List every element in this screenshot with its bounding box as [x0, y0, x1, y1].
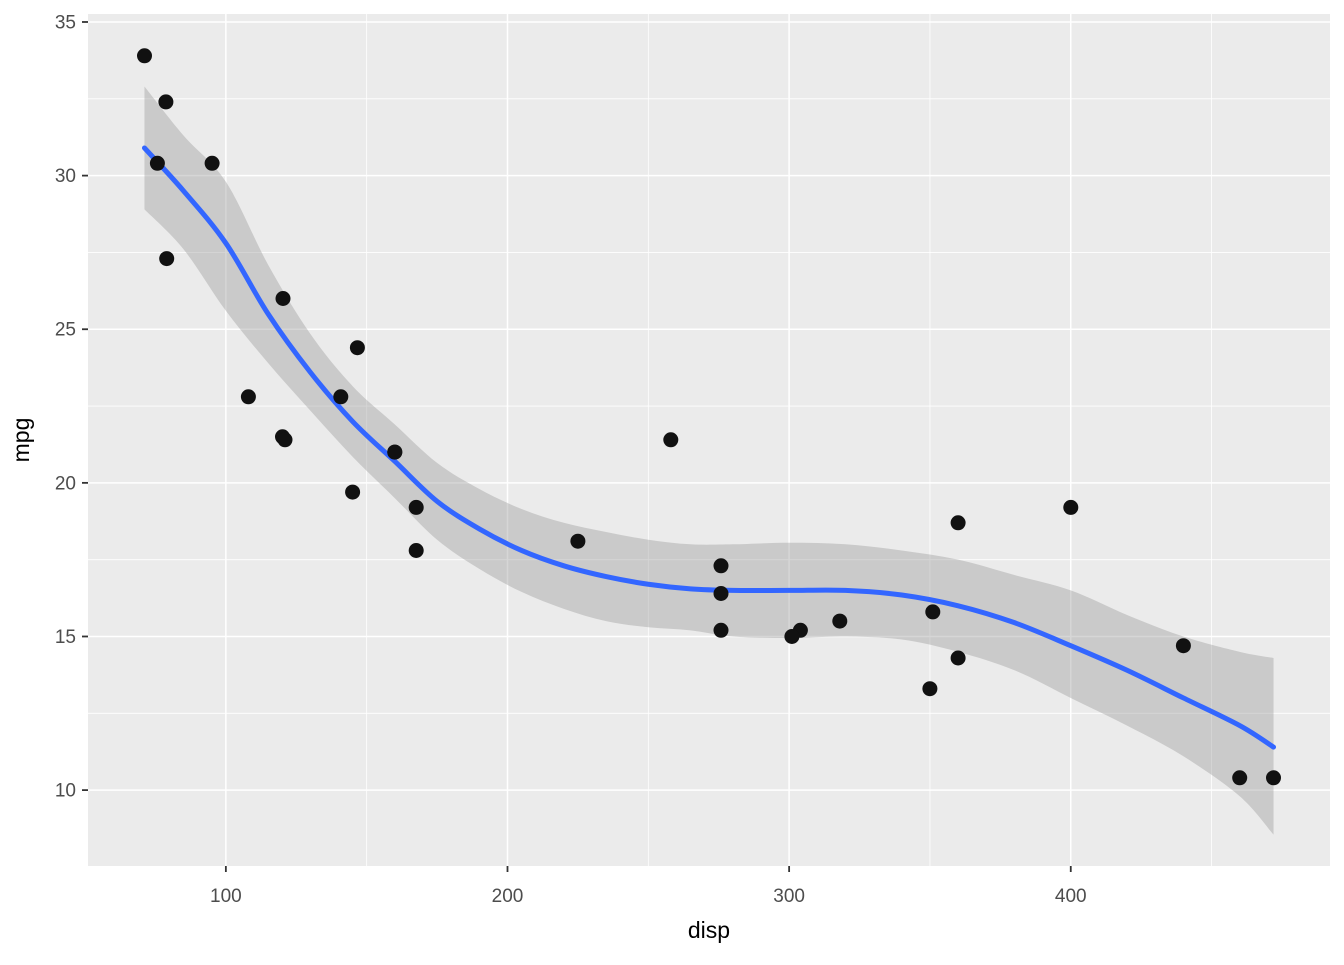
data-point — [570, 533, 586, 549]
data-point — [713, 558, 729, 574]
smooth-line — [141, 145, 1277, 750]
x-tick-label: 200 — [492, 886, 524, 907]
data-point — [275, 291, 291, 306]
data-point — [1266, 770, 1281, 786]
data-point — [950, 515, 966, 531]
data-point — [333, 389, 349, 405]
data-point — [408, 499, 424, 515]
data-point — [1232, 770, 1248, 786]
data-point — [925, 604, 941, 620]
x-axis-ticks: 100 200 300 400 — [210, 866, 1087, 907]
data-point — [408, 543, 424, 558]
data-point — [1063, 499, 1079, 515]
data-point — [240, 389, 256, 405]
data-point — [149, 155, 165, 171]
data-point — [159, 251, 175, 267]
data-point — [349, 340, 365, 356]
data-point — [277, 432, 293, 448]
x-tick-label: 300 — [773, 886, 805, 907]
data-point — [158, 94, 174, 110]
data-point — [137, 48, 152, 64]
y-tick-label: 25 — [55, 320, 76, 341]
y-tick-label: 15 — [55, 627, 76, 648]
x-tick-label: 400 — [1055, 886, 1087, 907]
grid-major — [88, 14, 1330, 866]
y-tick-label: 20 — [55, 473, 76, 494]
data-point — [345, 484, 361, 500]
data-point — [1175, 638, 1191, 654]
y-tick-label: 35 — [55, 12, 76, 33]
data-points — [137, 48, 1281, 786]
y-axis-ticks: 10 15 20 25 30 35 — [55, 12, 88, 802]
y-tick-label: 10 — [55, 781, 76, 802]
data-point — [387, 444, 403, 460]
confidence-ribbon — [144, 86, 1274, 835]
x-axis-title: disp — [688, 917, 730, 943]
y-tick-label: 30 — [55, 166, 76, 187]
data-point — [832, 613, 848, 629]
data-point — [784, 629, 800, 644]
data-point — [950, 650, 966, 666]
data-point — [713, 586, 729, 601]
y-axis-title: mpg — [8, 418, 34, 463]
panel-background — [88, 14, 1330, 866]
plot-panel: 100 200 300 400 10 15 20 25 30 35 — [55, 12, 1330, 907]
x-tick-label: 100 — [210, 886, 242, 907]
data-point — [713, 622, 729, 638]
data-point — [922, 681, 938, 697]
data-point — [204, 155, 220, 171]
data-point — [663, 432, 679, 448]
grid-minor — [88, 14, 1330, 866]
